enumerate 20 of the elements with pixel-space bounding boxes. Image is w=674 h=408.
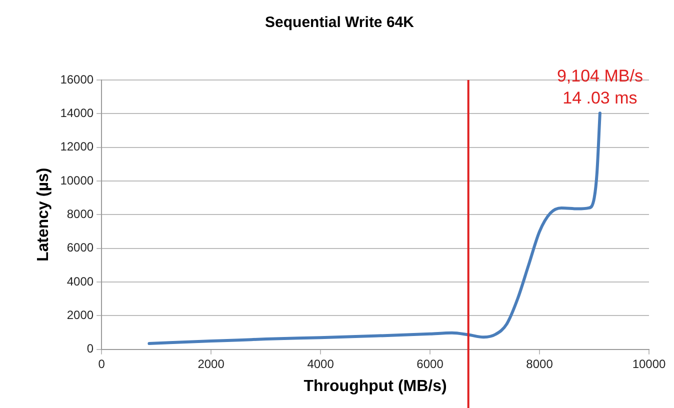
x-tick-label: 10000 [632, 356, 666, 371]
y-axis-title: Latency (µs) [35, 168, 52, 262]
y-tick-label: 0 [86, 342, 94, 356]
y-tick-label: 16000 [60, 72, 94, 86]
x-tick-label: 2000 [198, 356, 225, 371]
x-tick-label: 8000 [526, 356, 554, 371]
x-tick-label: 4000 [307, 356, 334, 371]
x-tick-label: 6000 [416, 356, 444, 371]
chart-title: Sequential Write 64K [265, 14, 414, 32]
x-axis-title: Throughput (MB/s) [304, 378, 447, 395]
line-series [148, 112, 602, 346]
y-tick-label: 12000 [60, 140, 94, 154]
y-tick-label: 10000 [60, 173, 94, 188]
y-tick-label: 4000 [66, 274, 94, 288]
x-tick-label: 0 [98, 356, 106, 371]
y-tick-label: 6000 [66, 240, 94, 255]
y-tick-label: 8000 [66, 207, 94, 222]
y-tick-label: 2000 [66, 308, 94, 322]
annotation: 9,104 MB/s 14 .03 ms [556, 66, 643, 108]
y-tick-label: 14000 [60, 106, 94, 120]
